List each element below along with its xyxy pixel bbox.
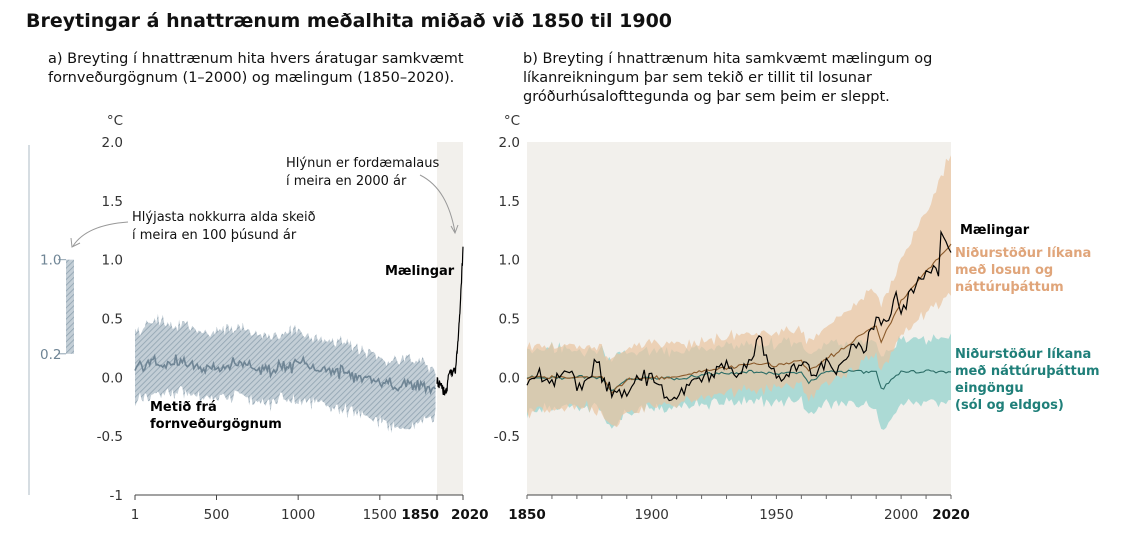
panel-b-x-tick: 1950 (759, 507, 793, 523)
panel-b-human-label-line: með losun og (955, 263, 1053, 278)
panel-b-title: b) Breyting í hnattrænum hita samkvæmt m… (523, 51, 933, 105)
panel-a-title: a) Breyting í hnattrænum hita hvers árat… (48, 51, 464, 86)
panel-b-y-tick: -0.5 (494, 429, 520, 445)
annotation-warmest-arrow (72, 221, 129, 247)
panel-b-y-tick: 0.5 (499, 312, 520, 328)
panel-b-observed-label: Mælingar (960, 223, 1030, 238)
panel-a-x-tick: 500 (204, 507, 230, 523)
panel-a-warm-period-bar (66, 259, 74, 354)
panel-a-y-unit: °C (107, 113, 123, 129)
panel-b-human-label-line: Niðurstöður líkana (955, 246, 1091, 261)
panel-b-x-tick: 2000 (884, 507, 918, 523)
annotation-warmest-arrowhead (70, 237, 81, 248)
panel-a-x-tick: 1500 (363, 507, 397, 523)
panel-b-natural-label-line: Niðurstöður líkana (955, 347, 1091, 362)
panel-b-natural-label-line: með náttúruþáttum (955, 364, 1100, 379)
panel-a-x-tick: 1850 (401, 507, 439, 523)
panel-a-observed-line (436, 246, 464, 396)
panel-a-x-tick: 2020 (451, 507, 489, 523)
panel-a-y-tick: 1.0 (102, 253, 123, 269)
panel-a-y-tick: -1 (110, 488, 123, 504)
annotation-unprecedented-line1: Hlýnun er fordæmalaus (286, 156, 440, 171)
panel-b-y-tick: 1.5 (499, 194, 520, 210)
panel-a-y-tick: 0.5 (102, 312, 123, 328)
main-title: Breytingar á hnattrænum meðalhita miðað … (26, 10, 673, 32)
panel-a-y-tick: -0.5 (97, 429, 123, 445)
panel-a-proxy-range (135, 313, 436, 434)
panel-a-y-tick: 2.0 (102, 135, 123, 151)
panel-b-y-tick: 1.0 (499, 253, 520, 269)
panel-b-y-tick: 2.0 (499, 135, 520, 151)
panel-a-y-tick: 1.5 (102, 194, 123, 210)
warm-bar-upper-label: 1.0 (40, 253, 61, 269)
panel-a-proxy-line (134, 353, 437, 396)
annotation-warmest-line2: í meira en 100 þúsund ár (132, 228, 297, 243)
panel-b-observed-line (526, 229, 952, 402)
panel-b-natural-label-line: eingöngu (955, 381, 1024, 396)
panel-a-instrumental-period-shade (437, 142, 463, 495)
panel-b-natural-label-line: (sól og eldgos) (955, 398, 1064, 413)
panel-a-observed-label: Mælingar (385, 264, 455, 279)
panel-a-proxy-label-line1: Metið frá (150, 400, 217, 415)
panel-b-x-tick: 2020 (932, 507, 970, 523)
panel-b-x-tick: 1850 (508, 507, 546, 523)
panel-a-proxy-label-line2: fornveðurgögnum (150, 417, 282, 432)
panel-b-x-tick: 1900 (635, 507, 669, 523)
panel-a-x-tick: 1 (131, 507, 140, 523)
panel-b-y-tick: 0.0 (499, 370, 520, 386)
annotation-unprecedented-line2: í meira en 2000 ár (286, 174, 407, 189)
panel-a-y-tick: 0.0 (102, 370, 123, 386)
panel-b-y-unit: °C (504, 113, 520, 129)
annotation-unprecedented-arrowhead (450, 224, 459, 235)
panel-a-x-tick: 1000 (281, 507, 315, 523)
panel-b-human-natural-line (526, 243, 952, 395)
panel-b-human-label-line: náttúruþáttum (955, 280, 1064, 295)
annotation-unprecedented-arrow (419, 174, 456, 233)
annotation-warmest-line1: Hlýjasta nokkurra alda skeið (132, 210, 316, 225)
panel-b-human-natural-range (527, 155, 951, 428)
warm-bar-lower-label: 0.2 (40, 347, 61, 363)
